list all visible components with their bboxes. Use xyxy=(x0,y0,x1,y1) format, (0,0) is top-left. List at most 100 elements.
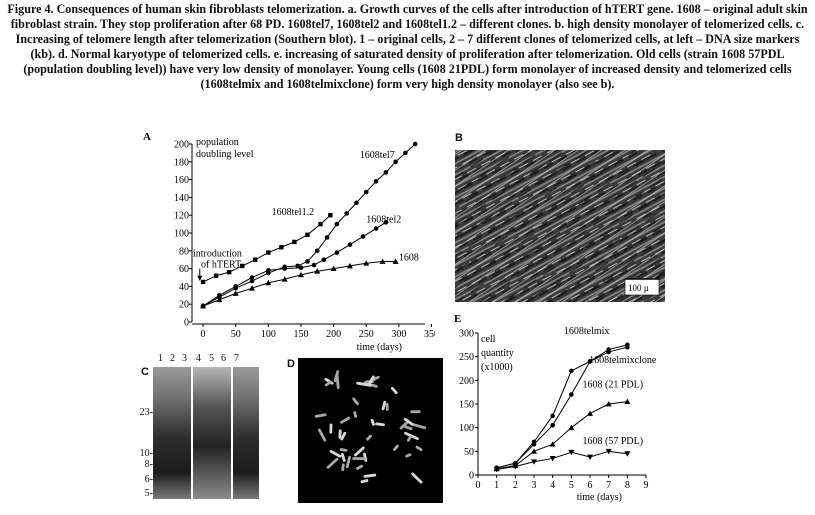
data-point xyxy=(606,347,611,352)
chromosome xyxy=(339,448,348,452)
chromosome xyxy=(411,472,423,484)
chromosome xyxy=(314,413,327,418)
y-tick-label: 200 xyxy=(174,140,189,151)
lane-label: 3 xyxy=(182,353,187,364)
series-label: 1608 xyxy=(399,253,419,264)
data-point xyxy=(531,459,537,465)
data-point xyxy=(568,424,575,431)
data-point xyxy=(550,423,555,428)
x-tick-label: 3 xyxy=(532,480,537,491)
data-point xyxy=(550,413,555,419)
data-point xyxy=(233,284,238,289)
chromosome xyxy=(345,455,352,469)
panel-c-southern-blot xyxy=(153,367,259,499)
chromosome-spread xyxy=(298,358,443,503)
data-point xyxy=(512,464,519,470)
annotation-line2: of hTERT xyxy=(201,259,241,270)
data-point xyxy=(346,262,353,269)
series-label: 1608tel2 xyxy=(366,214,401,225)
chromosome xyxy=(366,434,372,441)
x-tick-label: 350 xyxy=(424,329,435,340)
data-point xyxy=(330,265,337,271)
lane-label: 5 xyxy=(209,353,214,364)
scale-bar-label: 100 µ xyxy=(628,283,649,293)
data-point xyxy=(344,211,349,216)
y-tick-label: 0 xyxy=(469,471,474,482)
size-marker-label: 5- xyxy=(144,488,153,499)
y-axis-label-line2: doubling level xyxy=(196,149,254,160)
data-point xyxy=(334,221,340,227)
chromosome xyxy=(353,411,358,418)
x-tick-label: 150 xyxy=(293,329,308,340)
annotation-line1: introduction xyxy=(193,249,242,260)
chromosome xyxy=(317,428,327,442)
panel-d-karyotype-image xyxy=(298,358,443,503)
data-point xyxy=(314,268,321,274)
series-label: 1608 (21 PDL) xyxy=(583,379,644,390)
series-1608tel2 xyxy=(200,220,389,309)
data-point xyxy=(281,276,288,282)
series-label: 1608 (57 PDL) xyxy=(583,436,644,447)
x-tick-label: 100 xyxy=(261,329,276,340)
chromosome xyxy=(415,445,423,452)
x-tick-label: 50 xyxy=(231,329,241,340)
data-point xyxy=(392,258,399,264)
data-point xyxy=(328,213,333,218)
lane-label: 6 xyxy=(221,353,226,364)
annotation-arrowhead xyxy=(197,275,203,282)
x-tick-label: 4 xyxy=(550,480,555,491)
data-point xyxy=(363,189,369,195)
series-line xyxy=(496,401,628,470)
data-point xyxy=(363,260,370,266)
data-point xyxy=(531,441,537,447)
data-point xyxy=(412,141,418,147)
chromosome xyxy=(341,463,345,472)
data-point xyxy=(569,392,574,397)
lane-label: 4 xyxy=(196,353,201,364)
chromosome xyxy=(405,453,412,458)
x-axis-label: time (days) xyxy=(577,492,622,503)
chromosome xyxy=(326,457,339,469)
panel-a-label: A xyxy=(143,131,151,143)
y-tick-label: 50 xyxy=(464,447,474,458)
x-tick-label: 0 xyxy=(201,329,206,340)
series-label: 1608tel7 xyxy=(360,150,395,161)
chromosome xyxy=(375,422,385,427)
x-tick-label: 9 xyxy=(644,480,649,491)
chromosome xyxy=(329,449,342,458)
lane-label: 2 xyxy=(170,353,175,364)
data-point xyxy=(549,441,556,447)
data-point xyxy=(531,448,537,454)
lane-label: 1 xyxy=(158,353,163,364)
data-point xyxy=(292,239,297,245)
data-point xyxy=(493,466,500,473)
lane-label: 7 xyxy=(234,353,239,364)
chromosome xyxy=(407,435,412,442)
x-tick-label: 5 xyxy=(569,480,574,491)
chromosome xyxy=(333,370,340,383)
chromosome xyxy=(356,381,372,387)
y-axis-label-line1: cell xyxy=(481,334,496,345)
panel-b-label: B xyxy=(455,132,463,144)
data-point xyxy=(568,449,575,456)
y-tick-label: 300 xyxy=(459,329,474,340)
data-point xyxy=(240,263,245,269)
series-label: 1608telmixclone xyxy=(589,355,657,366)
chromosome xyxy=(370,418,375,426)
data-point xyxy=(266,250,271,255)
y-tick-label: 200 xyxy=(459,376,474,387)
series-line xyxy=(496,450,628,470)
x-tick-label: 0 xyxy=(476,480,481,491)
data-point xyxy=(266,268,271,273)
data-point xyxy=(569,368,574,374)
monolayer-texture: 100 µ xyxy=(455,150,665,302)
chromosome xyxy=(385,403,389,411)
series-1608-57-PDL- xyxy=(493,448,631,473)
data-point xyxy=(373,226,379,231)
chromosome xyxy=(363,452,368,462)
chromosome xyxy=(393,444,399,451)
data-point xyxy=(298,265,304,271)
data-point xyxy=(360,234,366,239)
series-label: 1608tel1.2 xyxy=(272,207,315,218)
data-point xyxy=(265,279,272,286)
